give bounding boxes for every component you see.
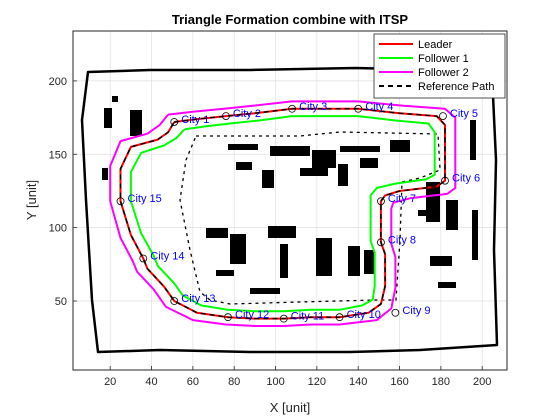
city-label: City 9 xyxy=(402,305,430,317)
obstacle-block xyxy=(364,250,374,274)
x-tick-label: 180 xyxy=(432,376,450,388)
x-tick-label: 160 xyxy=(390,376,408,388)
city-label: City 12 xyxy=(235,309,269,321)
x-tick-label: 80 xyxy=(228,376,240,388)
obstacle-block xyxy=(338,164,348,186)
city-marker xyxy=(170,118,179,126)
obstacle-block xyxy=(418,210,432,216)
map-obstacles xyxy=(80,66,499,354)
city-marker xyxy=(288,104,296,113)
obstacle-block xyxy=(262,170,274,188)
obstacle-block xyxy=(438,282,456,288)
city-marker xyxy=(354,104,363,113)
y-tick-label: 50 xyxy=(55,296,67,308)
city-marker xyxy=(441,176,449,185)
obstacle-block xyxy=(268,226,296,238)
legend-label: Reference Path xyxy=(418,81,494,93)
city-marker xyxy=(377,238,385,247)
city-label: City 11 xyxy=(291,311,324,323)
obstacle-block xyxy=(130,110,142,136)
obstacle-block xyxy=(104,108,112,128)
city-label: City 13 xyxy=(181,293,215,305)
city-marker xyxy=(279,314,288,323)
series-line-follower-2 xyxy=(109,100,457,327)
obstacle-block xyxy=(230,234,246,264)
chart-title: Triangle Formation combine with ITSP xyxy=(172,12,409,27)
obstacle-block xyxy=(280,244,288,278)
obstacle-block xyxy=(206,228,228,238)
y-tick-label: 200 xyxy=(49,76,67,88)
obstacle-block xyxy=(250,288,280,294)
city-marker xyxy=(377,197,385,206)
obstacle-block xyxy=(316,238,332,276)
obstacle-block xyxy=(112,96,118,102)
obstacle-block xyxy=(426,182,440,222)
x-tick-label: 200 xyxy=(473,376,491,388)
obstacle-block xyxy=(360,158,378,168)
city-label: City 10 xyxy=(347,309,381,321)
legend-label: Leader xyxy=(418,39,453,51)
city-marker xyxy=(335,313,344,322)
x-tick-label: 100 xyxy=(266,376,284,388)
x-tick-label: 20 xyxy=(104,376,116,388)
city-label: City 4 xyxy=(365,101,393,113)
obstacle-block xyxy=(270,146,310,156)
legend-label: Follower 2 xyxy=(418,67,469,79)
inner-obstacle-outline xyxy=(179,131,441,305)
city-label: City 14 xyxy=(150,250,184,262)
obstacle-block xyxy=(236,162,252,170)
obstacle-block xyxy=(446,200,458,230)
x-axis-label: X [unit] xyxy=(270,400,310,415)
city-label: City 7 xyxy=(388,193,416,205)
obstacle-block xyxy=(390,140,410,152)
obstacle-block xyxy=(340,146,380,152)
city-marker xyxy=(439,112,447,121)
cities: City 1 City 2 City 3 City 4 City 5 City 6 City… xyxy=(116,101,480,323)
city-marker xyxy=(116,197,125,206)
x-tick-label: 60 xyxy=(187,376,199,388)
city-marker xyxy=(139,254,148,263)
ticks: 20 40 60 80 100 120 140 160 180 200 50 100 150 200 xyxy=(49,76,492,388)
axes-frame xyxy=(72,30,508,371)
city-label: City 6 xyxy=(452,173,480,185)
y-tick-label: 100 xyxy=(49,223,67,235)
city-marker xyxy=(391,308,400,317)
city-marker xyxy=(222,112,230,121)
city-label: City 1 xyxy=(181,114,209,126)
x-tick-label: 140 xyxy=(349,376,367,388)
obstacle-block xyxy=(472,210,478,260)
series-line-follower-1 xyxy=(129,115,436,313)
city-marker xyxy=(224,313,232,322)
city-label: City 8 xyxy=(388,234,416,246)
series-layer xyxy=(109,100,457,327)
obstacle-block xyxy=(300,168,328,176)
legend-label: Follower 1 xyxy=(418,53,469,65)
series-line-reference-path xyxy=(119,108,446,320)
obstacle-block xyxy=(216,270,234,276)
outer-wall xyxy=(80,66,499,354)
city-label: City 3 xyxy=(299,101,327,113)
y-axis-label: Y [unit] xyxy=(24,180,39,220)
city-label: City 2 xyxy=(233,108,261,120)
obstacle-block xyxy=(470,120,476,160)
obstacle-block xyxy=(312,150,336,168)
y-tick-label: 150 xyxy=(49,149,67,161)
obstacle-block xyxy=(430,256,452,266)
city-label: City 5 xyxy=(450,108,478,120)
city-label: City 15 xyxy=(128,193,162,205)
obstacle-block xyxy=(102,168,108,180)
x-tick-label: 120 xyxy=(308,376,326,388)
obstacle-block xyxy=(228,144,258,150)
city-marker xyxy=(170,297,179,305)
obstacle-block xyxy=(348,246,360,276)
x-tick-label: 40 xyxy=(145,376,157,388)
legend: Leader Follower 1 Follower 2 Reference Path xyxy=(373,33,506,99)
